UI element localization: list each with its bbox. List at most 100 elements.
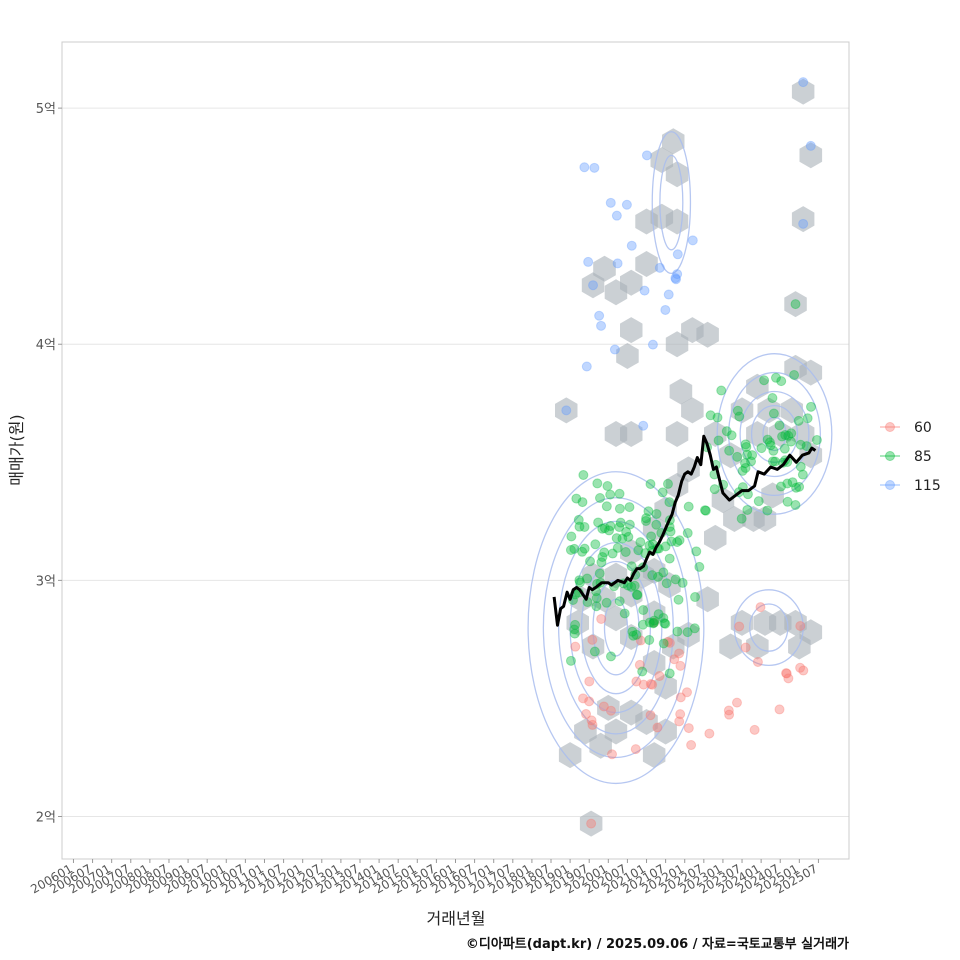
point-85 xyxy=(577,497,588,508)
point-115 xyxy=(798,77,809,88)
point-85 xyxy=(611,533,622,544)
hexbin-cell xyxy=(730,397,754,424)
point-85 xyxy=(726,430,737,441)
point-60 xyxy=(645,679,656,690)
point-85 xyxy=(786,436,797,447)
point-85 xyxy=(569,628,580,639)
point-85 xyxy=(753,496,764,507)
point-60 xyxy=(675,660,686,671)
point-115 xyxy=(561,405,572,416)
hexbin-cell xyxy=(642,557,666,584)
hexbin-cell xyxy=(799,442,823,469)
point-115 xyxy=(612,258,623,269)
point-85 xyxy=(644,540,655,551)
point-85 xyxy=(653,609,664,620)
hexbin-cell xyxy=(780,397,803,424)
point-85 xyxy=(582,573,593,584)
point-85 xyxy=(643,506,654,517)
point-85 xyxy=(732,451,743,462)
point-85 xyxy=(747,450,758,461)
hexbin-cell xyxy=(566,609,589,636)
point-85 xyxy=(596,557,607,568)
point-85 xyxy=(657,487,668,498)
point-85 xyxy=(591,593,602,604)
point-60 xyxy=(664,637,675,648)
legend-label: 115 xyxy=(914,478,941,494)
point-85 xyxy=(691,546,702,557)
point-85 xyxy=(604,525,615,536)
point-85 xyxy=(658,567,669,578)
point-85 xyxy=(665,526,676,537)
point-85 xyxy=(614,488,625,499)
legend-key-point xyxy=(885,422,895,432)
point-85 xyxy=(585,556,596,567)
point-85 xyxy=(617,533,628,544)
point-85 xyxy=(673,594,684,605)
point-60 xyxy=(740,642,751,653)
point-85 xyxy=(626,581,637,592)
point-85 xyxy=(614,503,625,514)
point-85 xyxy=(682,528,693,539)
point-85 xyxy=(787,477,798,488)
hexbin-cell xyxy=(704,524,727,551)
y-tick-label: 4억 xyxy=(36,338,56,353)
point-60 xyxy=(662,636,673,647)
point-85 xyxy=(734,411,745,422)
point-60 xyxy=(783,673,794,684)
point-85 xyxy=(795,439,806,450)
hexbin-cell xyxy=(799,142,823,169)
point-60 xyxy=(674,648,685,659)
point-85 xyxy=(674,535,685,546)
hexbin-cell xyxy=(635,251,658,277)
point-85 xyxy=(605,651,616,662)
point-85 xyxy=(574,575,585,586)
hexbin-cell xyxy=(791,78,815,105)
point-85 xyxy=(599,523,610,534)
point-85 xyxy=(632,590,643,601)
point-85 xyxy=(614,522,625,533)
hexbin-cell xyxy=(696,321,719,348)
hexbin-cell xyxy=(597,694,620,721)
point-115 xyxy=(626,240,637,251)
point-85 xyxy=(712,412,723,423)
point-60 xyxy=(638,679,649,690)
hexbin-cell xyxy=(581,272,605,299)
point-85 xyxy=(666,536,677,547)
point-60 xyxy=(586,715,597,726)
point-60 xyxy=(781,668,792,679)
point-60 xyxy=(752,656,763,667)
point-60 xyxy=(586,818,597,829)
hexbin-cell xyxy=(654,718,677,745)
point-85 xyxy=(670,574,681,585)
point-115 xyxy=(672,269,683,280)
point-85 xyxy=(627,626,638,637)
chart-caption: ©디아파트(dapt.kr) / 2025.09.06 / 자료=국토교통부 실… xyxy=(466,936,849,952)
point-60 xyxy=(648,617,659,628)
point-85 xyxy=(767,456,778,467)
point-60 xyxy=(584,696,595,707)
point-85 xyxy=(628,630,639,641)
density-contour xyxy=(659,154,684,251)
hexbin-cell xyxy=(650,147,674,174)
point-60 xyxy=(587,634,598,645)
hexbin-cell xyxy=(555,397,578,424)
hexbin-cell xyxy=(654,673,677,700)
point-85 xyxy=(597,551,608,562)
point-85 xyxy=(664,497,675,508)
point-85 xyxy=(660,541,671,552)
point-85 xyxy=(689,623,700,634)
point-85 xyxy=(709,484,720,495)
point-60 xyxy=(669,654,680,665)
point-85 xyxy=(690,592,701,603)
point-115 xyxy=(647,339,658,350)
hexbin-cell xyxy=(665,331,689,358)
point-85 xyxy=(569,624,580,635)
density-contour xyxy=(728,371,821,497)
point-60 xyxy=(798,665,809,676)
hexbin-cell xyxy=(616,343,639,369)
point-85 xyxy=(644,617,655,628)
point-85 xyxy=(793,415,804,426)
point-85 xyxy=(705,410,716,421)
point-85 xyxy=(756,443,767,454)
hexbin-cell xyxy=(620,421,643,447)
